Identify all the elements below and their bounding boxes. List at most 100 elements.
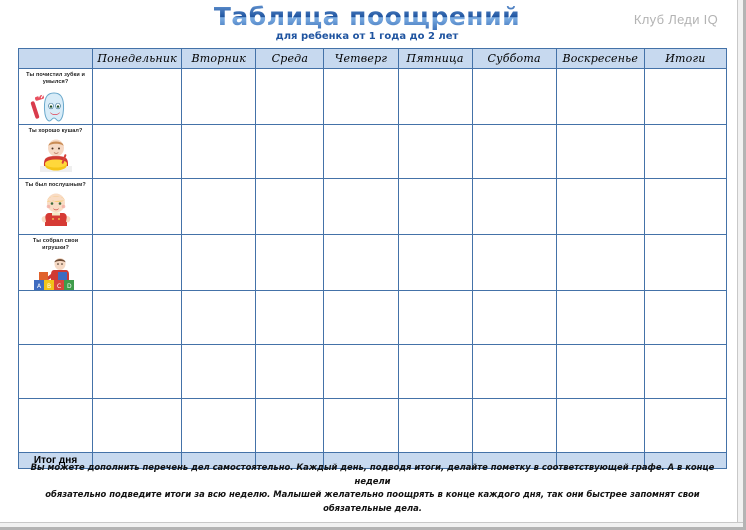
day-cell[interactable] (323, 233, 399, 291)
task-cell-blank[interactable] (17, 289, 94, 345)
day-cell[interactable] (471, 289, 557, 345)
day-cell[interactable] (181, 68, 257, 125)
page-subtitle: для ребенка от 1 года до 2 лет (275, 31, 459, 42)
header-cell-saturday: Суббота (471, 48, 557, 69)
day-cell[interactable] (255, 397, 325, 453)
day-cell[interactable] (397, 343, 473, 399)
day-cell[interactable] (255, 68, 325, 125)
page-header: Таблица поощрений Таблица поощрений для … (0, 0, 734, 46)
total-cell[interactable] (643, 177, 728, 235)
day-cell[interactable] (471, 177, 557, 235)
header-cell-sunday: Воскресенье (555, 48, 645, 69)
day-cell[interactable] (255, 123, 325, 179)
day-cell[interactable] (555, 397, 645, 453)
day-cell[interactable] (92, 177, 183, 235)
day-total-cell[interactable] (397, 451, 473, 469)
day-total-cell[interactable] (255, 451, 325, 469)
total-cell[interactable] (643, 289, 728, 345)
svg-text:D: D (67, 283, 72, 290)
footer-line-1: Вы можете дополнить перечень дел самосто… (30, 462, 715, 486)
task-label (19, 399, 92, 403)
day-cell[interactable] (555, 343, 645, 399)
header-cell-friday: Пятница (397, 48, 473, 69)
day-cell[interactable] (181, 233, 257, 291)
task-cell-blank[interactable] (17, 397, 94, 453)
day-total-cell[interactable] (323, 451, 399, 469)
task-cell-toys: Ты собрал свои игрушки? (17, 233, 94, 291)
window-frame-bottom (0, 522, 746, 530)
day-cell[interactable] (555, 289, 645, 345)
total-cell[interactable] (643, 123, 728, 179)
day-cell[interactable] (555, 177, 645, 235)
footer-line-2: обязательно подведите итоги за всю недел… (45, 489, 700, 513)
day-cell[interactable] (181, 343, 257, 399)
window-frame-right (737, 0, 746, 530)
day-cell[interactable] (397, 233, 473, 291)
task-label: Ты хорошо кушал? (28, 127, 83, 134)
day-cell[interactable] (471, 233, 557, 291)
day-cell[interactable] (323, 289, 399, 345)
day-total-label: Итог дня (33, 454, 78, 466)
table-row (17, 289, 728, 345)
day-total-cell[interactable] (471, 451, 557, 469)
day-cell[interactable] (323, 68, 399, 125)
obedient-boy-icon (41, 193, 70, 227)
day-cell[interactable] (471, 68, 557, 125)
day-cell[interactable] (92, 289, 183, 345)
svg-text:A: A (37, 283, 42, 290)
header-cell-tuesday: Вторник (181, 48, 257, 69)
day-cell[interactable] (92, 123, 183, 179)
day-cell[interactable] (555, 123, 645, 179)
task-cell-eating: Ты хорошо кушал? (17, 123, 94, 179)
day-total-label-cell: Итог дня (17, 451, 94, 469)
day-total-cell[interactable] (555, 451, 645, 469)
day-cell[interactable] (92, 233, 183, 291)
brand-label: Клуб Леди IQ (633, 12, 718, 27)
table-row (17, 343, 728, 399)
day-total-cell[interactable] (92, 451, 183, 469)
header-cell-thursday: Четверг (323, 48, 399, 69)
day-cell[interactable] (181, 177, 257, 235)
day-cell[interactable] (471, 343, 557, 399)
day-cell[interactable] (323, 397, 399, 453)
day-cell[interactable] (397, 397, 473, 453)
tooth-toothbrush-icon (30, 92, 64, 122)
day-cell[interactable] (181, 289, 257, 345)
day-cell[interactable] (397, 177, 473, 235)
day-cell[interactable] (255, 343, 325, 399)
day-cell[interactable] (397, 68, 473, 125)
table-row: Ты собрал свои игрушки? (17, 233, 728, 291)
table-row: Ты был послушным? (17, 177, 728, 235)
window-shadow-right (743, 0, 746, 530)
total-cell[interactable] (643, 397, 728, 453)
page-title: Таблица поощрений (0, 2, 734, 31)
task-cell-blank[interactable] (17, 343, 94, 399)
day-cell[interactable] (255, 233, 325, 291)
task-label: Ты был послушным? (25, 181, 86, 188)
day-cell[interactable] (397, 123, 473, 179)
week-total-cell[interactable] (643, 451, 728, 469)
day-cell[interactable] (555, 68, 645, 125)
day-cell[interactable] (471, 397, 557, 453)
day-cell[interactable] (181, 397, 257, 453)
total-cell[interactable] (643, 68, 728, 125)
day-cell[interactable] (92, 68, 183, 125)
day-cell[interactable] (181, 123, 257, 179)
day-cell[interactable] (555, 233, 645, 291)
total-cell[interactable] (643, 343, 728, 399)
day-cell[interactable] (323, 123, 399, 179)
svg-text:B: B (47, 283, 51, 290)
total-cell[interactable] (643, 233, 728, 291)
day-total-cell[interactable] (181, 451, 257, 469)
day-cell[interactable] (323, 177, 399, 235)
day-cell[interactable] (92, 343, 183, 399)
footer-note: Вы можете дополнить перечень дел самосто… (18, 461, 727, 515)
day-total-row: Итог дня (17, 451, 728, 469)
day-cell[interactable] (92, 397, 183, 453)
day-cell[interactable] (255, 289, 325, 345)
header-cell-task (17, 48, 94, 69)
day-cell[interactable] (323, 343, 399, 399)
day-cell[interactable] (397, 289, 473, 345)
day-cell[interactable] (255, 177, 325, 235)
day-cell[interactable] (471, 123, 557, 179)
